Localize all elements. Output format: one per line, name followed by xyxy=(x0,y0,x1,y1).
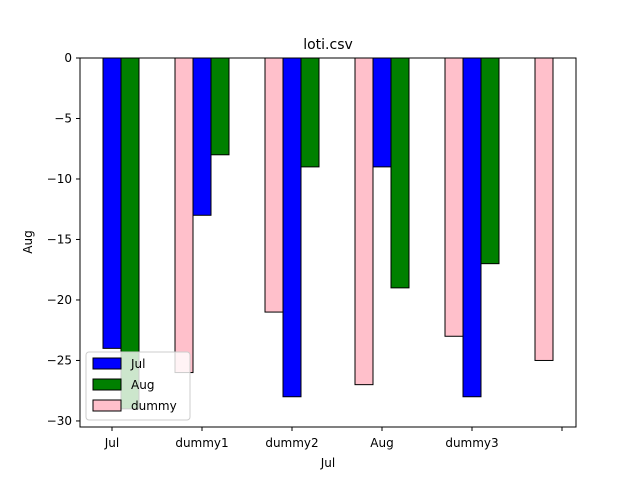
bars-layer xyxy=(102,57,554,410)
bar-jul-1 xyxy=(102,57,122,349)
bar-dummy-6 xyxy=(534,57,554,361)
bar-jul-2 xyxy=(192,57,212,216)
y-tick-label: −10 xyxy=(47,172,72,186)
x-tick-label: dummy3 xyxy=(445,436,498,450)
legend-swatch-aug xyxy=(92,378,122,391)
plot-frame xyxy=(79,57,577,428)
bar-aug-2 xyxy=(210,57,230,156)
y-tick-label: −15 xyxy=(47,232,72,246)
y-tick-label: 0 xyxy=(64,51,72,65)
x-tick-label: dummy1 xyxy=(175,436,228,450)
bar-jul-3 xyxy=(282,57,302,398)
bar-aug-5 xyxy=(480,57,500,265)
bar-aug-4 xyxy=(390,57,410,289)
y-tick-label: −5 xyxy=(54,111,72,125)
y-axis-label: Aug xyxy=(21,230,35,253)
x-tick-label: Aug xyxy=(370,436,393,450)
legend-label-dummy: dummy xyxy=(131,399,177,413)
x-axis: Jul dummy1 dummy2 Aug dummy3 xyxy=(104,427,563,450)
y-axis: 0 −5 −10 −15 −20 −25 −30 xyxy=(47,51,80,428)
legend-label-aug: Aug xyxy=(131,378,154,392)
y-tick-label: −30 xyxy=(47,414,72,428)
legend-swatch-jul xyxy=(92,357,122,370)
chart-title: loti.csv xyxy=(303,37,353,53)
legend-swatch-dummy xyxy=(92,399,122,412)
x-tick-label: dummy2 xyxy=(265,436,318,450)
x-axis-label: Jul xyxy=(320,456,335,470)
bar-dummy-2 xyxy=(174,57,194,374)
legend: Jul Aug dummy xyxy=(85,351,191,421)
bar-jul-4 xyxy=(372,57,392,168)
bar-jul-5 xyxy=(462,57,482,398)
bar-dummy-4 xyxy=(354,57,374,386)
y-tick-label: −20 xyxy=(47,293,72,307)
y-tick-label: −25 xyxy=(47,353,72,367)
x-tick-label: Jul xyxy=(104,436,119,450)
legend-label-jul: Jul xyxy=(130,357,145,371)
bar-dummy-3 xyxy=(264,57,284,313)
bar-dummy-5 xyxy=(444,57,464,337)
bar-aug-3 xyxy=(300,57,320,168)
